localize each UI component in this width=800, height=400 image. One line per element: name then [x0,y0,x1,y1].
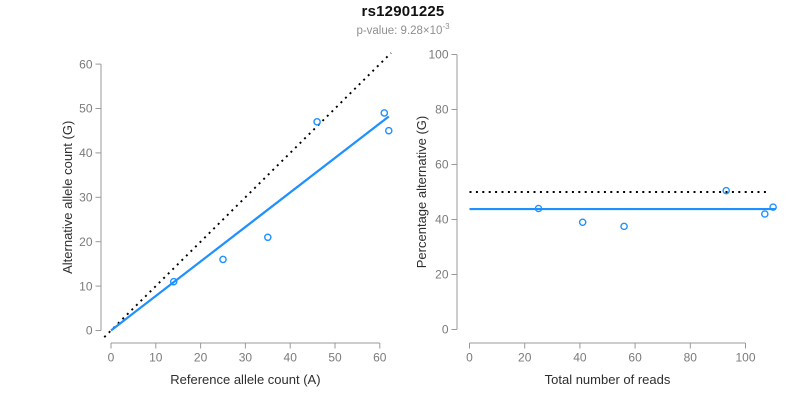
y-tick-label: 50 [79,102,93,116]
y-tick-label: 100 [428,48,448,62]
x-tick-label: 60 [373,351,387,365]
y-axis-title: Percentage alternative (G) [414,116,429,268]
x-tick-label: 0 [466,351,473,365]
data-point [769,203,777,211]
y-tick-label: 60 [435,158,449,172]
y-tick-label: 40 [79,146,93,160]
x-tick-label: 10 [149,351,163,365]
data-point [722,186,730,195]
x-tick-label: 20 [194,351,208,365]
plot-left-allele-counts-plot: 0 10 20 30 40 50 60 0 10 20 30 40 50 60 Reference alle… [60,52,393,387]
x-tick-label: 30 [239,351,253,365]
x-tick-label: 80 [684,351,698,365]
y-tick-label: 0 [86,324,93,338]
plot-right-percentage-alternative-plot: 0 20 40 60 80 100 0 20 40 60 80 100 Total number of … [414,48,777,387]
data-point [219,255,227,264]
fit-line [110,115,390,332]
y-tick-label: 60 [79,57,93,71]
data-point [761,210,769,218]
y-tick-label: 10 [79,279,93,293]
y-tick-label: 20 [79,235,93,249]
x-tick-label: 60 [628,351,642,365]
data-point [384,126,393,135]
y-tick-label: 30 [79,191,93,205]
y-axis-title: Alternative allele count (G) [60,121,75,274]
data-point [380,109,389,117]
y-tick-label: 0 [442,323,449,337]
y-tick-label: 40 [435,213,449,227]
data-point [534,204,543,213]
x-axis-title: Total number of reads [545,372,671,387]
x-tick-label: 50 [328,351,342,365]
data-point [169,277,178,286]
x-tick-label: 20 [518,351,532,365]
x-tick-label: 40 [284,351,298,365]
x-tick-label: 40 [573,351,587,365]
identity-line [103,52,392,338]
x-tick-label: 100 [735,351,755,365]
data-point [313,118,321,126]
y-tick-label: 20 [435,268,449,282]
data-point [263,233,272,242]
data-point [578,218,587,227]
x-axis-title: Reference allele count (A) [170,372,320,387]
x-tick-label: 0 [108,351,115,365]
data-point [620,222,628,231]
y-tick-label: 80 [435,103,449,117]
